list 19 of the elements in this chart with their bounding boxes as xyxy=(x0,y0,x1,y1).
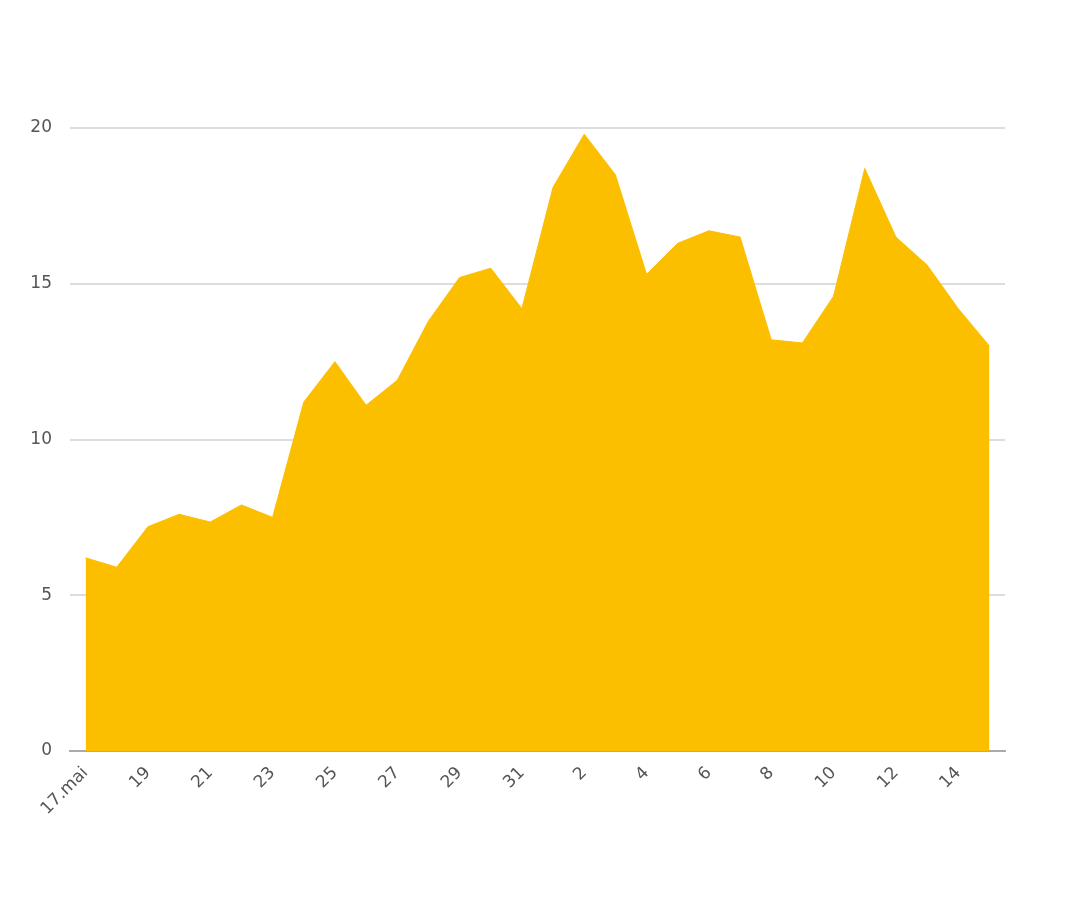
x-tick-label: 8 xyxy=(755,762,778,784)
y-tick-label: 10 xyxy=(30,427,52,448)
x-tick-label: 31 xyxy=(498,762,528,792)
y-tick-label: 0 xyxy=(41,739,52,760)
y-tick-label: 15 xyxy=(30,272,52,293)
x-tick-label: 4 xyxy=(630,762,653,784)
x-tick-label: 29 xyxy=(436,762,466,792)
x-tick-label: 14 xyxy=(934,762,965,792)
y-tick-label: 20 xyxy=(30,116,52,137)
x-tick-label: 19 xyxy=(124,762,154,792)
x-tick-label: 27 xyxy=(373,762,404,792)
x-tick-label: 25 xyxy=(311,762,341,792)
x-tick-label: 12 xyxy=(872,762,902,792)
x-tick-label: 2 xyxy=(568,762,591,784)
y-tick-label: 5 xyxy=(41,583,52,604)
x-tick-label: 21 xyxy=(186,762,217,792)
x-tick-label: 6 xyxy=(693,762,715,784)
x-tick-label: 10 xyxy=(810,762,840,792)
x-tick-label: 23 xyxy=(249,762,279,792)
